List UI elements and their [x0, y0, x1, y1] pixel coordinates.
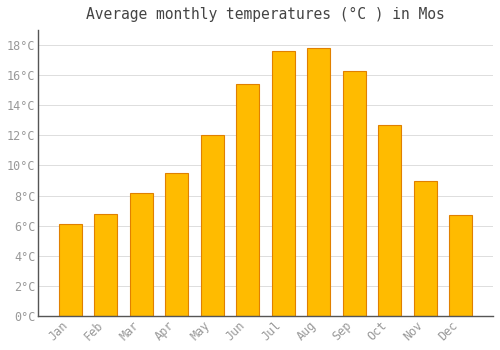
Bar — [450, 215, 472, 316]
Bar — [378, 125, 402, 316]
Bar — [343, 71, 366, 316]
Bar — [130, 193, 153, 316]
Bar — [272, 51, 295, 316]
Bar — [166, 173, 188, 316]
Bar — [59, 224, 82, 316]
Bar — [414, 181, 437, 316]
Bar — [236, 84, 260, 316]
Title: Average monthly temperatures (°C ) in Mos: Average monthly temperatures (°C ) in Mo… — [86, 7, 445, 22]
Bar — [201, 135, 224, 316]
Bar — [308, 48, 330, 316]
Bar — [94, 214, 118, 316]
